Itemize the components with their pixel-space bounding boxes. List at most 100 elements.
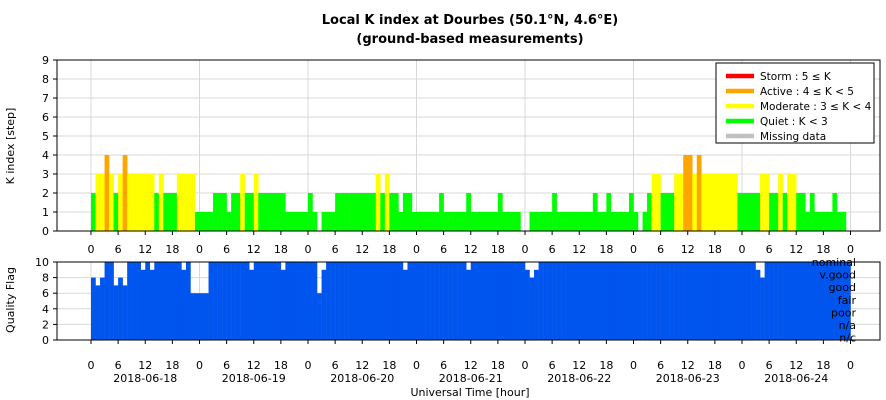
k-x-tick-label: 18 — [274, 243, 288, 256]
k-bar — [538, 212, 544, 231]
quality-bar — [669, 262, 675, 340]
k-bar — [267, 193, 273, 231]
quality-bar — [326, 262, 331, 340]
quality-bar — [362, 262, 368, 340]
k-bar — [800, 193, 806, 231]
k-bar — [398, 212, 404, 231]
quality-bar — [751, 262, 756, 340]
quality-bar — [606, 262, 612, 340]
k-bar — [402, 193, 408, 231]
q-x-tick-label: 6 — [115, 359, 122, 372]
q-x-tick-label: 18 — [599, 359, 613, 372]
chart-title-group: Local K index at Dourbes (50.1°N, 4.6°E)… — [322, 13, 619, 47]
k-bar — [421, 212, 426, 231]
k-bar — [271, 193, 277, 231]
k-bar — [244, 193, 250, 231]
k-bar — [190, 174, 196, 231]
quality-bar — [796, 262, 802, 340]
k-bar — [746, 193, 752, 231]
quality-bar — [791, 262, 797, 340]
k-bar — [552, 193, 557, 231]
quality-bar — [570, 262, 575, 340]
quality-bar — [131, 262, 137, 340]
k-bar — [751, 193, 756, 231]
q-x-tick-label: 18 — [382, 359, 396, 372]
q-x-tick-label: 12 — [247, 359, 261, 372]
k-bar — [484, 212, 490, 231]
k-bar — [389, 193, 395, 231]
k-bar — [570, 212, 575, 231]
quality-bar — [321, 269, 327, 340]
k-bar — [280, 193, 286, 231]
quality-bar — [592, 262, 598, 340]
k-bar — [787, 174, 792, 231]
k-bar — [606, 193, 612, 231]
quality-bar — [357, 262, 363, 340]
k-y-tick-label: 9 — [42, 54, 49, 67]
quality-bar — [723, 262, 729, 340]
quality-bar — [674, 262, 679, 340]
k-y-tick-label: 5 — [42, 130, 49, 143]
quality-bar — [832, 262, 838, 340]
quality-category-label: good — [829, 281, 856, 294]
quality-bar — [651, 262, 657, 340]
k-bar — [543, 212, 548, 231]
date-label: 2018-06-19 — [222, 372, 286, 385]
k-bar — [719, 174, 725, 231]
quality-bar — [660, 262, 666, 340]
k-bar — [579, 212, 585, 231]
quality-bar — [335, 262, 340, 340]
quality-bar — [475, 262, 481, 340]
quality-bar — [479, 262, 485, 340]
quality-bar — [778, 262, 783, 340]
k-y-tick-label: 0 — [42, 225, 49, 238]
k-bar — [457, 212, 462, 231]
k-bar — [285, 212, 291, 231]
k-bar — [371, 193, 377, 231]
x-axis-label: Universal Time [hour] — [410, 386, 529, 399]
k-bar — [660, 193, 666, 231]
k-bar — [529, 212, 535, 231]
quality-bar — [678, 262, 684, 340]
k-x-tick-label: 0 — [196, 243, 203, 256]
quality-bar — [371, 262, 377, 340]
k-bar — [574, 212, 580, 231]
k-bar — [475, 212, 481, 231]
quality-category-label: nominal — [812, 256, 856, 269]
quality-bar — [769, 262, 774, 340]
q-x-tick-label: 18 — [491, 359, 505, 372]
quality-bar — [809, 262, 815, 340]
k-bar — [131, 174, 137, 231]
k-bar — [488, 212, 494, 231]
k-bar — [149, 174, 155, 231]
date-label: 2018-06-23 — [656, 372, 720, 385]
quality-bar — [312, 262, 318, 340]
quality-bar — [190, 293, 196, 340]
k-bar — [253, 174, 259, 231]
quality-category-label: n/a — [839, 319, 856, 332]
k-bar — [710, 174, 716, 231]
k-x-tick-label: 0 — [739, 243, 746, 256]
quality-category-label: n/c — [839, 332, 856, 345]
quality-bar — [366, 262, 372, 340]
k-y-tick-label: 7 — [42, 92, 49, 105]
quality-bar — [439, 262, 444, 340]
k-bar — [836, 212, 842, 231]
q-x-tick-label: 0 — [630, 359, 637, 372]
k-bar — [651, 174, 657, 231]
k-y-tick-label: 6 — [42, 111, 49, 124]
k-x-tick-label: 0 — [522, 243, 529, 256]
k-bar — [827, 212, 833, 231]
k-y-tick-label: 1 — [42, 206, 49, 219]
k-bar — [565, 212, 571, 231]
k-bar — [791, 174, 797, 231]
q-x-tick-label: 6 — [766, 359, 773, 372]
chart-subtitle: (ground-based measurements) — [356, 32, 583, 47]
k-x-tick-label: 0 — [305, 243, 312, 256]
quality-bar — [380, 262, 386, 340]
quality-bar — [552, 262, 557, 340]
quality-bar — [461, 262, 467, 340]
q-x-tick-label: 6 — [223, 359, 230, 372]
quality-bar — [176, 262, 182, 340]
